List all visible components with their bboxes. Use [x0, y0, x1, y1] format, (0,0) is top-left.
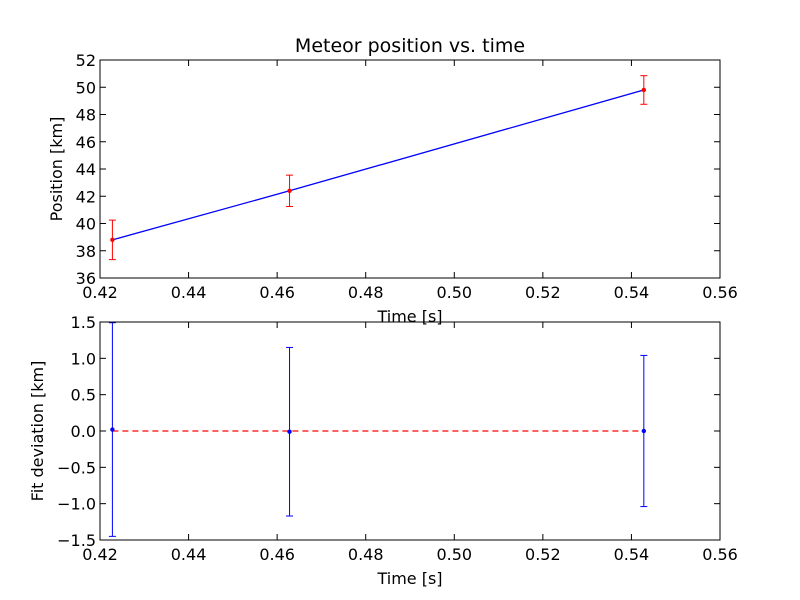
- deviation-chart-ylabel: Fit deviation [km]: [28, 361, 47, 502]
- position-y-tick-label: 48: [76, 106, 96, 125]
- deviation-x-tick-label: 0.44: [171, 545, 207, 564]
- deviation-y-tick-label: −0.5: [57, 458, 96, 477]
- deviation-x-tick-label: 0.42: [82, 545, 118, 564]
- deviation-data-point: [287, 429, 292, 434]
- position-x-tick-label: 0.42: [82, 283, 118, 302]
- deviation-x-tick-label: 0.48: [348, 545, 384, 564]
- deviation-y-tick-label: 0.5: [71, 386, 96, 405]
- position-y-tick-label: 46: [76, 133, 96, 152]
- position-data-point: [110, 237, 115, 243]
- deviation-chart-ticks: 0.42 0.44 0.46 0.48 0.50 0.52 0.54 0.56 −1.5 −1.0…: [57, 313, 738, 564]
- position-x-tick-label: 0.44: [171, 283, 207, 302]
- deviation-y-tick-label: 1.0: [71, 349, 96, 368]
- position-y-tick-label: 40: [76, 215, 96, 234]
- deviation-data-point: [110, 427, 115, 432]
- position-chart-xlabel: Time [s]: [376, 307, 442, 326]
- position-y-tick-label: 50: [76, 78, 96, 97]
- deviation-y-tick-label: 1.5: [71, 313, 96, 332]
- position-chart-marks: [108, 75, 648, 261]
- position-data-point: [641, 87, 647, 93]
- position-x-tick-label: 0.54: [614, 283, 650, 302]
- position-x-tick-label: 0.52: [525, 283, 561, 302]
- deviation-y-tick-label: −1.5: [57, 531, 96, 550]
- position-x-tick-label: 0.48: [348, 283, 384, 302]
- position-data-point: [287, 188, 292, 193]
- position-y-tick-label: 42: [76, 187, 96, 206]
- deviation-x-tick-label: 0.56: [702, 545, 738, 564]
- position-x-tick-label: 0.46: [259, 283, 295, 302]
- position-x-tick-label: 0.50: [436, 283, 472, 302]
- position-y-tick-label: 52: [76, 51, 96, 70]
- deviation-data-point: [641, 428, 647, 434]
- deviation-x-tick-label: 0.50: [436, 545, 472, 564]
- deviation-y-tick-label: 0.0: [71, 422, 96, 441]
- deviation-chart-xlabel: Time [s]: [376, 569, 442, 588]
- position-y-tick-label: 36: [76, 269, 96, 288]
- position-y-tick-label: 38: [76, 242, 96, 261]
- deviation-x-tick-label: 0.54: [614, 545, 650, 564]
- deviation-chart-marks: [108, 322, 648, 537]
- deviation-chart: Time [s] Fit deviation [km] 0.42 0.44 0.46…: [28, 313, 738, 588]
- position-chart-ylabel: Position [km]: [47, 117, 66, 222]
- position-chart-ticks: 0.42 0.44 0.46 0.48 0.50 0.52 0.54 0.56 36 38 40 42…: [76, 51, 738, 302]
- deviation-x-tick-label: 0.46: [259, 545, 295, 564]
- position-chart-title: Meteor position vs. time: [295, 35, 525, 57]
- position-x-tick-label: 0.56: [702, 283, 738, 302]
- deviation-x-tick-label: 0.52: [525, 545, 561, 564]
- position-y-tick-label: 44: [76, 160, 96, 179]
- position-chart: Meteor position vs. time Time [s] Positi…: [47, 35, 738, 326]
- deviation-y-tick-label: −1.0: [57, 495, 96, 514]
